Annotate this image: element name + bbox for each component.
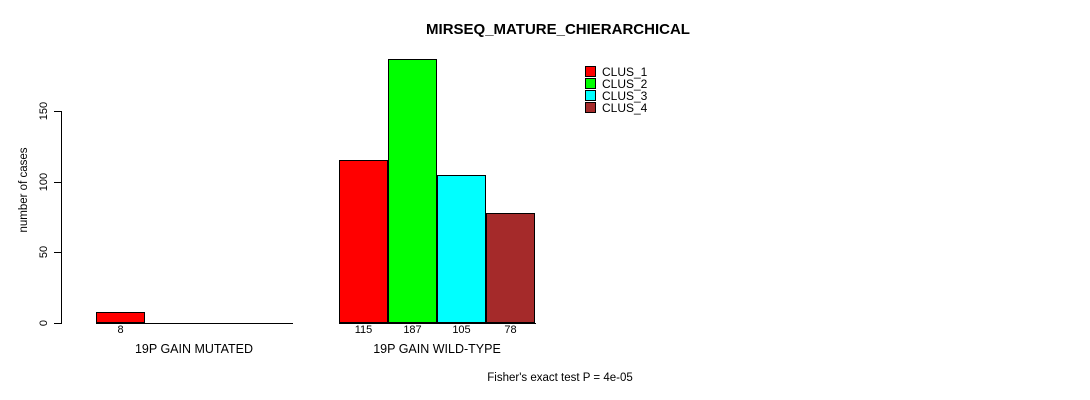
bar-value-label: 105 <box>452 324 471 336</box>
x-axis-baseline <box>96 323 293 324</box>
bar-clus-3-group-1 <box>437 175 486 323</box>
legend-label: CLUS_3 <box>602 89 648 103</box>
bar-clus-2-group-1 <box>388 59 437 323</box>
bar-value-label: 187 <box>403 324 422 336</box>
legend-label: CLUS_1 <box>602 65 648 79</box>
y-tick-label: 150 <box>38 101 50 121</box>
y-tick-label: 100 <box>38 172 50 192</box>
fisher-test-annotation: Fisher's exact test P = 4e-05 <box>487 372 633 384</box>
x-category-label: 19P GAIN WILD-TYPE <box>373 342 501 356</box>
y-axis-label: number of cases <box>18 147 30 233</box>
legend-swatch-clus-1 <box>585 66 596 77</box>
y-tick <box>54 252 61 253</box>
y-tick-label: 0 <box>38 319 50 327</box>
legend-swatch-clus-4 <box>585 102 596 113</box>
bar-clus-1-group-0 <box>96 312 145 323</box>
bar-clus-1-group-1 <box>339 160 388 323</box>
legend-item: CLUS_3 <box>585 90 660 102</box>
legend-item: CLUS_4 <box>585 102 660 114</box>
chart-title: MIRSEQ_MATURE_CHIERARCHICAL <box>426 21 690 38</box>
legend-label: CLUS_2 <box>602 77 648 91</box>
y-tick-label: 50 <box>38 245 50 259</box>
legend-label: CLUS_4 <box>602 101 648 115</box>
y-tick <box>54 111 61 112</box>
x-axis-baseline <box>339 323 536 324</box>
y-axis-line <box>61 111 62 324</box>
legend-swatch-clus-3 <box>585 90 596 101</box>
legend-swatch-clus-2 <box>585 78 596 89</box>
legend-item: CLUS_2 <box>585 78 660 90</box>
y-tick <box>54 323 61 324</box>
y-tick <box>54 182 61 183</box>
bar-value-label: 78 <box>504 324 517 336</box>
legend-item: CLUS_1 <box>585 66 660 78</box>
bar-clus-4-group-1 <box>486 213 535 323</box>
x-category-label: 19P GAIN MUTATED <box>134 342 254 356</box>
bar-value-label: 8 <box>117 324 124 336</box>
bar-value-label: 115 <box>354 324 373 336</box>
